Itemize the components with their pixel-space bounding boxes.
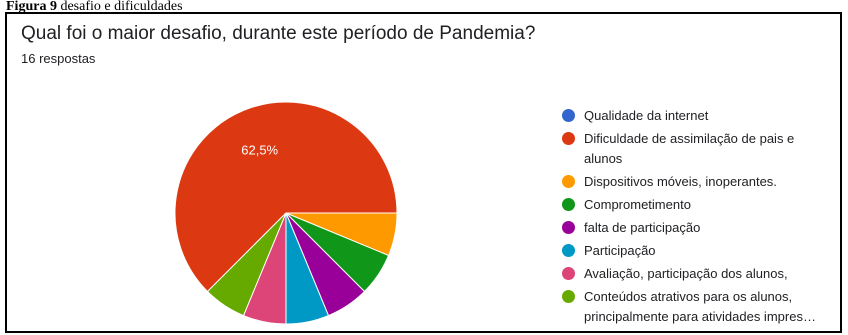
figure-caption: Figura 9 desafio e dificuldades	[6, 0, 183, 14]
legend-label-line1: Avaliação, participação dos alunos,	[584, 266, 788, 281]
legend-dot-icon	[562, 175, 575, 188]
legend-item[interactable]: Conteúdos atrativos para os alunos, princ…	[562, 287, 840, 327]
legend-item[interactable]: Comprometimento	[562, 195, 840, 215]
legend-dot-icon	[562, 132, 575, 145]
response-count: 16 respostas	[21, 51, 96, 66]
legend-label-line1: Qualidade da internet	[584, 108, 709, 123]
legend-dot-icon	[562, 267, 575, 280]
legend-label-line2: alunos	[584, 151, 623, 166]
legend-dot-icon	[562, 198, 575, 211]
legend-item[interactable]: falta de participação	[562, 218, 840, 238]
legend-label-line1: Dispositivos móveis, inoperantes.	[584, 174, 777, 189]
legend-label-line1: Participação	[584, 243, 656, 258]
legend-label-line1: Dificuldade de assimilação de pais e	[584, 131, 795, 146]
pie-chart: 62,5%	[174, 101, 398, 325]
legend-item[interactable]: Qualidade da internet	[562, 106, 840, 126]
legend-item[interactable]: Dispositivos móveis, inoperantes.	[562, 172, 840, 192]
legend-dot-icon	[562, 221, 575, 234]
legend-dot-icon	[562, 290, 575, 303]
pie-slice-label: 62,5%	[241, 142, 278, 157]
legend-label-line1: Conteúdos atrativos para os alunos,	[584, 289, 793, 304]
legend-dot-icon	[562, 244, 575, 257]
legend-item[interactable]: Avaliação, participação dos alunos,	[562, 264, 840, 284]
legend-label-line1: falta de participação	[584, 220, 701, 235]
legend-label-line1: Comprometimento	[584, 197, 691, 212]
figure-caption-text: desafio e dificuldades	[56, 0, 183, 14]
question-title: Qual foi o maior desafio, durante este p…	[21, 23, 536, 44]
legend-label-line2: principalmente para atividades impres…	[584, 309, 816, 324]
legend-dot-icon	[562, 109, 575, 122]
legend-item[interactable]: Dificuldade de assimilação de pais e alun…	[562, 129, 840, 169]
chart-legend: Qualidade da internet Dificuldade de ass…	[562, 106, 840, 330]
legend-item[interactable]: Participação	[562, 241, 840, 261]
figure-caption-label: Figura 9	[6, 0, 57, 14]
pie-slice[interactable]	[206, 212, 287, 317]
pie-slice[interactable]	[174, 101, 398, 293]
question-card: Qual foi o maior desafio, durante este p…	[5, 12, 842, 333]
